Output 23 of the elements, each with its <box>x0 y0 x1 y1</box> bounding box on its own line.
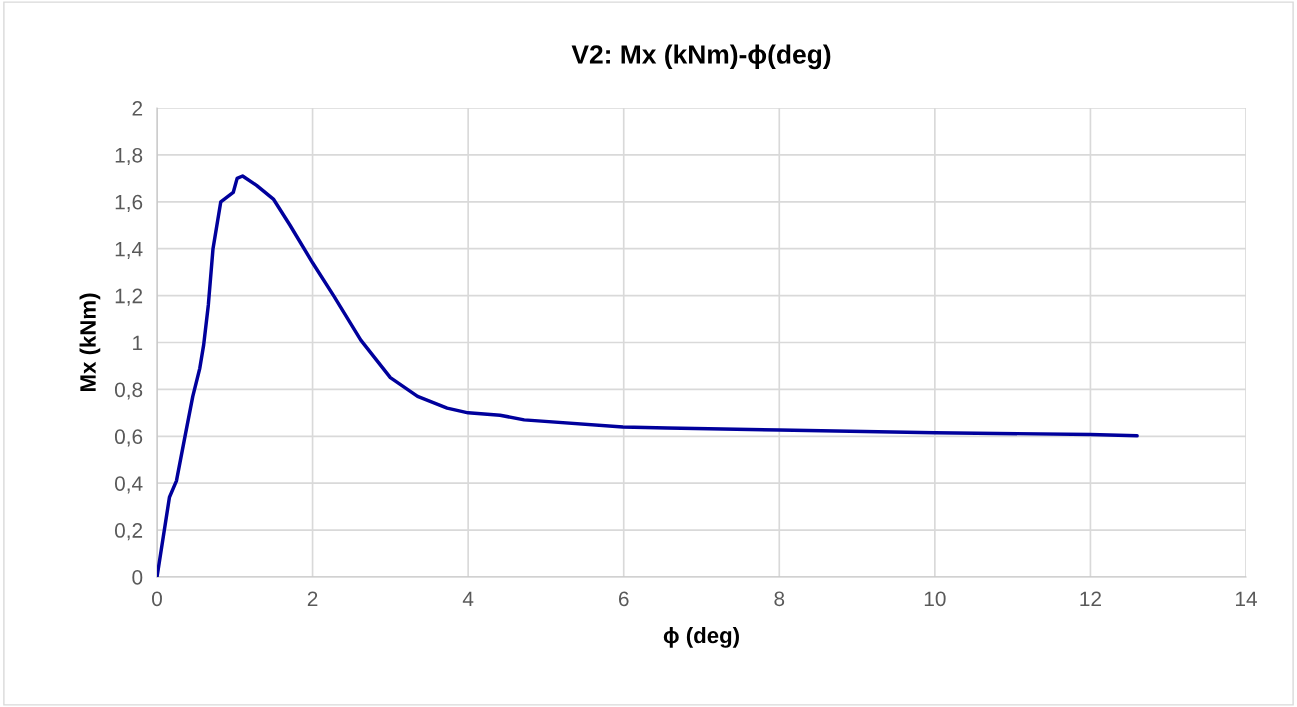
y-axis-title: Mx (kNm) <box>79 293 101 392</box>
chart-title: V2: Mx (kNm)-ϕ(deg) <box>571 44 831 70</box>
x-tick-label: 4 <box>462 591 474 606</box>
y-tick-label: 1,2 <box>115 288 143 306</box>
x-tick-label: 0 <box>152 591 162 607</box>
line-series <box>157 174 1139 577</box>
y-tick-label: 1,8 <box>115 147 143 166</box>
y-tick-label: 1,4 <box>115 241 143 259</box>
x-axis-title: ϕ (deg) <box>663 626 739 648</box>
y-tick-label: 1 <box>133 335 143 351</box>
y-tick-label: 0 <box>132 570 143 585</box>
y-tick-label: 0,4 <box>114 476 143 494</box>
x-tick-label: 8 <box>774 591 785 607</box>
x-tick-label: 12 <box>1080 591 1101 606</box>
y-tick-label: 1,6 <box>115 194 143 213</box>
y-tick-label: 0,2 <box>114 523 143 541</box>
x-tick-label: 2 <box>307 591 318 606</box>
y-tick-label: 0,8 <box>114 382 143 400</box>
x-tick-label: 6 <box>618 591 629 607</box>
x-tick-label: 14 <box>1236 591 1257 606</box>
y-tick-label: 2 <box>132 101 143 116</box>
x-tick-label: 10 <box>924 591 946 607</box>
y-tick-label: 0,6 <box>114 429 143 447</box>
